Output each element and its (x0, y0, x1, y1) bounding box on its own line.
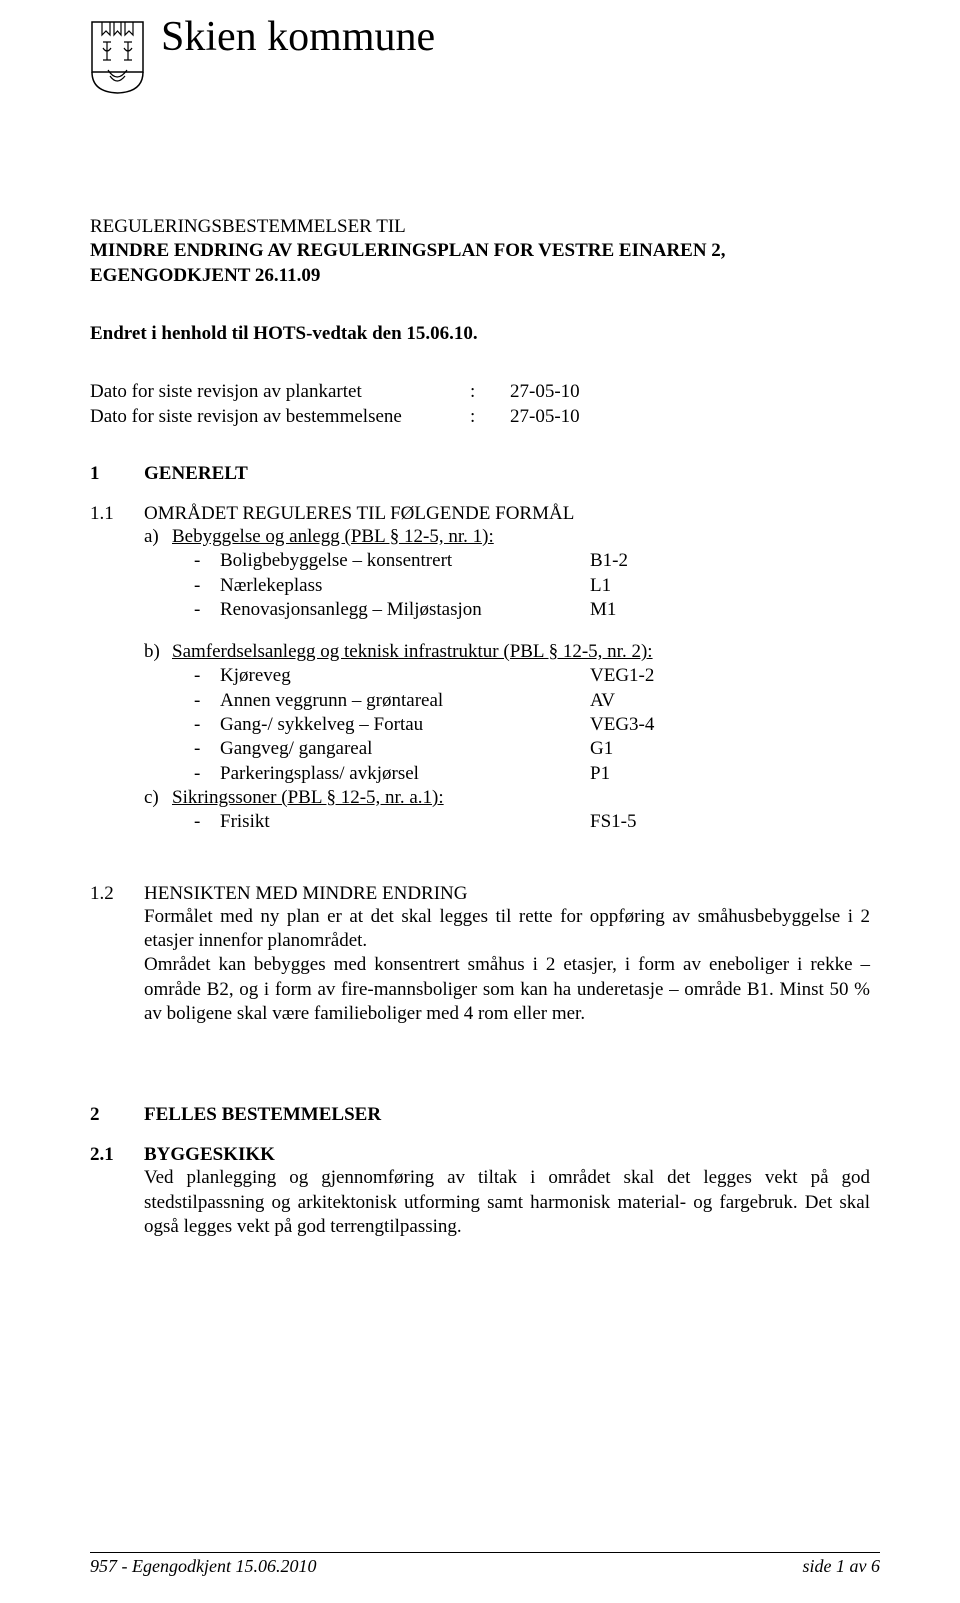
title-line-1: REGULERINGSBESTEMMELSER TIL (90, 215, 870, 239)
list-item: -FrisiktFS1-5 (194, 810, 870, 834)
list-item: -KjørevegVEG1-2 (194, 664, 870, 688)
page-footer: 957 - Egengodkjent 15.06.2010 side 1 av … (90, 1552, 880, 1577)
section-1-2-heading: 1.2 HENSIKTEN MED MINDRE ENDRING (90, 883, 870, 905)
letter-b-row: b) Samferdselsanlegg og teknisk infrastr… (144, 640, 870, 664)
document-page: Skien kommune REGULERINGSBESTEMMELSER TI… (0, 0, 960, 1603)
document-header: Skien kommune (90, 20, 870, 95)
footer-right: side 1 av 6 (803, 1556, 880, 1577)
list-item: -Boligbebyggelse – konsentrertB1-2 (194, 549, 870, 573)
section-1-2-para-2: Området kan bebygges med konsentrert små… (90, 953, 870, 1026)
revision-dates: Dato for siste revisjon av plankartet : … (90, 380, 870, 429)
c-items-list: -FrisiktFS1-5 (194, 810, 870, 834)
list-item: -Renovasjonsanlegg – MiljøstasjonM1 (194, 598, 870, 622)
amended-line: Endret i henhold til HOTS-vedtak den 15.… (90, 322, 870, 346)
municipal-crest-icon (90, 20, 145, 95)
purposes-block: a) Bebyggelse og anlegg (PBL § 12-5, nr.… (144, 525, 870, 835)
section-2-1-para: Ved planlegging og gjennomføring av tilt… (144, 1166, 870, 1239)
organization-name: Skien kommune (161, 14, 435, 60)
bestemmelser-date-row: Dato for siste revisjon av bestemmelsene… (90, 405, 870, 429)
footer-left: 957 - Egengodkjent 15.06.2010 (90, 1556, 316, 1577)
list-item: -Annen veggrunn – grøntarealAV (194, 689, 870, 713)
plankart-date-row: Dato for siste revisjon av plankartet : … (90, 380, 870, 404)
list-item: -NærlekeplassL1 (194, 574, 870, 598)
section-1-2-para-1: Formålet med ny plan er at det skal legg… (144, 905, 870, 954)
b-items-list: -KjørevegVEG1-2 -Annen veggrunn – grønta… (194, 664, 870, 786)
list-item: -Gangveg/ gangarealG1 (194, 737, 870, 761)
letter-c-row: c) Sikringssoner (PBL § 12-5, nr. a.1): (144, 786, 870, 810)
letter-a-row: a) Bebyggelse og anlegg (PBL § 12-5, nr.… (144, 525, 870, 549)
document-title-block: REGULERINGSBESTEMMELSER TIL MINDRE ENDRI… (90, 215, 870, 288)
title-line-2: MINDRE ENDRING AV REGULERINGSPLAN FOR VE… (90, 239, 870, 288)
list-item: -Gang-/ sykkelveg – FortauVEG3-4 (194, 713, 870, 737)
section-2-1-heading: 2.1 BYGGESKIKK (90, 1144, 870, 1166)
section-1-heading: 1 GENERELT (90, 463, 870, 485)
a-items-list: -Boligbebyggelse – konsentrertB1-2 -Nærl… (194, 549, 870, 622)
section-2-heading: 2 FELLES BESTEMMELSER (90, 1104, 870, 1126)
list-item: -Parkeringsplass/ avkjørselP1 (194, 762, 870, 786)
section-1-1-heading: 1.1 OMRÅDET REGULERES TIL FØLGENDE FORMÅ… (90, 503, 870, 525)
